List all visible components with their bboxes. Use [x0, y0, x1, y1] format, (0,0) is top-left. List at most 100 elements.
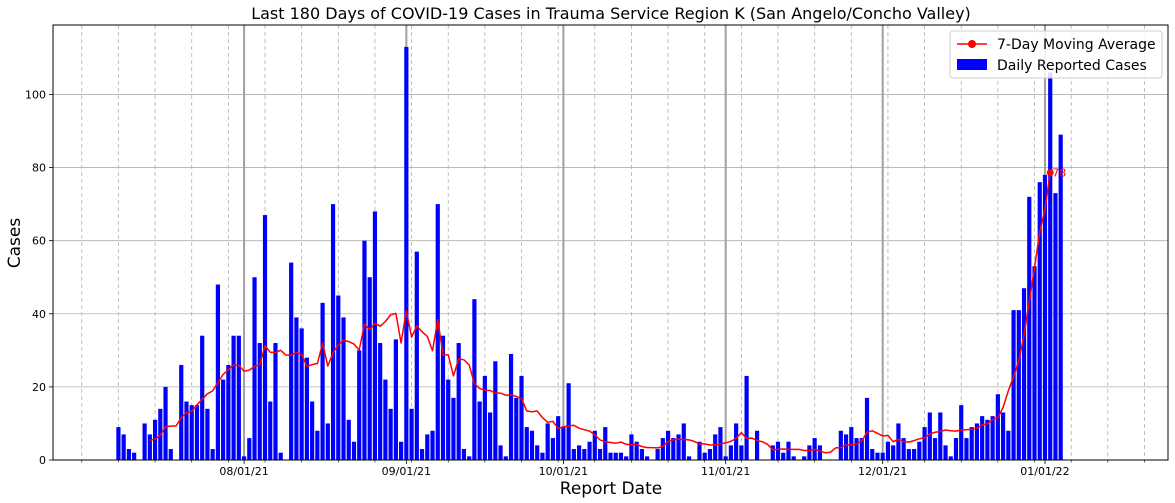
- chart-title: Last 180 Days of COVID-19 Cases in Traum…: [251, 4, 971, 23]
- daily-cases-bar: [446, 379, 451, 460]
- y-tick-label: 20: [32, 381, 46, 394]
- daily-cases-bar: [472, 299, 477, 460]
- daily-cases-bar: [870, 449, 875, 460]
- daily-cases-bar: [608, 452, 613, 460]
- daily-cases-bar: [707, 449, 713, 460]
- daily-cases-bar: [896, 423, 901, 460]
- x-tick-label: 09/01/21: [382, 465, 431, 478]
- daily-cases-bar: [592, 430, 597, 460]
- daily-cases-bar: [891, 445, 896, 460]
- daily-cases-bar: [262, 215, 268, 460]
- daily-cases-bar: [576, 445, 582, 460]
- daily-cases-bar: [791, 456, 796, 460]
- daily-cases-bar: [461, 449, 467, 460]
- daily-cases-bar: [257, 343, 262, 460]
- daily-cases-bar: [351, 441, 357, 460]
- daily-cases-bar: [639, 449, 645, 460]
- daily-cases-bar: [901, 438, 906, 460]
- daily-cases-bar: [414, 251, 419, 460]
- daily-cases-bar: [629, 434, 634, 460]
- daily-cases-bar: [404, 46, 409, 461]
- daily-cases-bar: [435, 204, 440, 460]
- daily-cases-bar: [132, 452, 137, 460]
- daily-cases-bar: [341, 317, 346, 460]
- daily-cases-bar: [1027, 196, 1032, 461]
- daily-cases-bar: [634, 441, 639, 460]
- daily-cases-bar: [393, 339, 398, 460]
- daily-cases-bar: [231, 335, 236, 460]
- daily-cases-bar: [676, 434, 681, 460]
- daily-cases-bar: [859, 438, 864, 460]
- daily-cases-bar: [409, 408, 414, 460]
- daily-cases-bar: [697, 441, 702, 460]
- daily-cases-bar: [849, 427, 854, 460]
- y-axis-title: Cases: [5, 218, 25, 269]
- daily-cases-bar: [880, 452, 885, 460]
- daily-cases-bar: [624, 456, 629, 460]
- daily-cases-bar: [278, 452, 283, 460]
- legend-bar-swatch: [957, 59, 987, 70]
- legend-box: [949, 30, 1163, 79]
- y-tick-label: 60: [32, 235, 46, 248]
- daily-cases-bar: [597, 449, 603, 460]
- daily-cases-bar: [770, 445, 775, 460]
- daily-cases-bar: [817, 445, 822, 460]
- daily-cases-bar: [467, 456, 472, 460]
- daily-cases-bar: [1053, 193, 1058, 461]
- moving-average-end-marker: [1046, 169, 1054, 177]
- daily-cases-bar: [754, 430, 760, 460]
- x-tick-label: 11/01/21: [701, 465, 750, 478]
- daily-cases-bar: [378, 343, 383, 460]
- daily-cases-bars: [116, 46, 1063, 461]
- daily-cases-bar: [974, 423, 980, 460]
- x-axis-ticks: 08/01/21 09/01/21 10/01/21 11/01/21 12/01/21…: [81, 460, 1145, 478]
- daily-cases-bar: [357, 350, 362, 460]
- daily-cases-bar: [1001, 412, 1006, 460]
- daily-cases-bar: [200, 335, 205, 460]
- y-tick-label: 40: [32, 308, 46, 321]
- daily-cases-bar: [488, 412, 493, 460]
- daily-cases-bar: [655, 449, 660, 460]
- x-tick-label: 08/01/21: [219, 465, 268, 478]
- daily-cases-bar: [990, 416, 995, 460]
- daily-cases-bar: [482, 375, 487, 460]
- x-tick-label: 10/01/21: [539, 465, 588, 478]
- daily-cases-bar: [561, 427, 566, 460]
- daily-cases-bar: [566, 383, 571, 460]
- daily-cases-bar: [587, 441, 592, 460]
- daily-cases-bar: [734, 423, 739, 460]
- daily-cases-bar: [425, 434, 430, 460]
- daily-cases-bar: [744, 375, 749, 460]
- legend-marker-icon: [968, 40, 976, 48]
- daily-cases-bar: [189, 405, 194, 460]
- daily-cases-bar: [582, 449, 587, 460]
- daily-cases-bar: [917, 441, 922, 460]
- daily-cases-bar: [440, 335, 446, 460]
- daily-cases-bar: [215, 284, 220, 460]
- daily-cases-bar: [1021, 288, 1027, 460]
- daily-cases-bar: [126, 449, 131, 460]
- daily-cases-bar: [294, 317, 299, 460]
- daily-cases-bar: [985, 419, 990, 460]
- daily-cases-bar: [645, 456, 650, 460]
- x-tick-label: 12/01/21: [858, 465, 907, 478]
- daily-cases-bar: [503, 456, 508, 460]
- daily-cases-bar: [383, 379, 388, 460]
- daily-cases-bar: [906, 449, 911, 460]
- daily-cases-bar: [372, 211, 378, 460]
- daily-cases-bar: [498, 445, 503, 460]
- daily-cases-bar: [252, 277, 257, 460]
- daily-cases-bar: [927, 412, 932, 460]
- daily-cases-bar: [310, 401, 315, 460]
- daily-cases-bar: [775, 441, 781, 460]
- x-axis-title: Report Date: [560, 479, 662, 499]
- legend-label-moving-average: 7-Day Moving Average: [997, 37, 1156, 53]
- daily-cases-bar: [147, 434, 152, 460]
- daily-cases-bar: [980, 416, 985, 460]
- daily-cases-bar: [807, 445, 812, 460]
- daily-cases-bar: [346, 419, 351, 460]
- daily-cases-bar: [493, 361, 498, 460]
- daily-cases-bar: [205, 408, 210, 460]
- moving-average-end-label: 78: [1052, 167, 1066, 180]
